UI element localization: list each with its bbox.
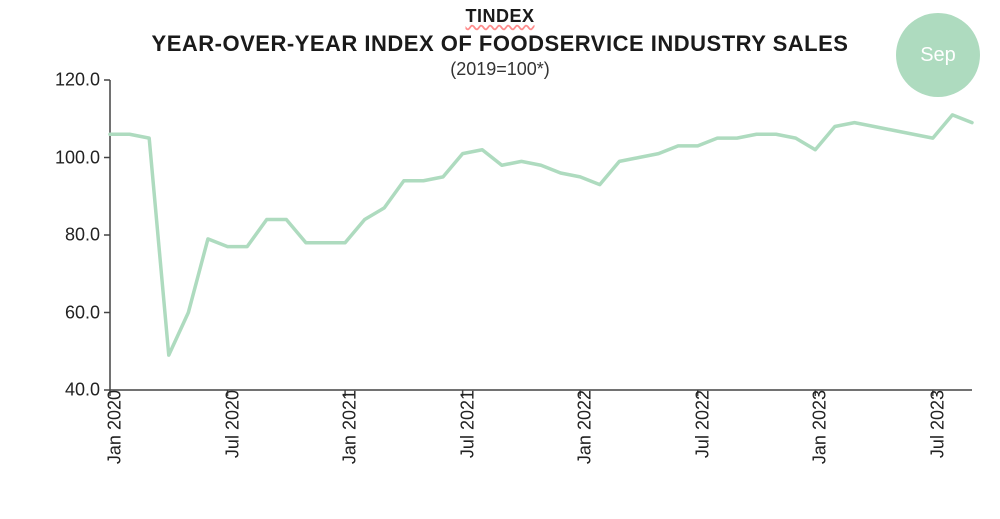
- x-tick-label: Jan 2023: [800, 390, 831, 464]
- x-tick-label: Jul 2022: [682, 390, 713, 458]
- chart-container: TINDEX YEAR-OVER-YEAR INDEX OF FOODSERVI…: [0, 0, 1000, 519]
- brand-label: TINDEX: [0, 6, 1000, 27]
- x-tick-label: Jan 2022: [565, 390, 596, 464]
- chart-subtitle: (2019=100*): [0, 59, 1000, 80]
- y-tick-label: 100.0: [55, 147, 110, 168]
- y-tick-label: 120.0: [55, 70, 110, 91]
- x-tick-label: Jan 2020: [95, 390, 126, 464]
- plot-area: 40.060.080.0100.0120.0Jan 2020Jul 2020Ja…: [110, 80, 972, 390]
- y-tick-label: 80.0: [65, 225, 110, 246]
- series-line-index: [110, 115, 972, 355]
- line-chart-svg: [110, 80, 972, 390]
- month-badge-label: Sep: [920, 44, 956, 67]
- chart-header: TINDEX YEAR-OVER-YEAR INDEX OF FOODSERVI…: [0, 0, 1000, 80]
- chart-title: YEAR-OVER-YEAR INDEX OF FOODSERVICE INDU…: [0, 31, 1000, 57]
- x-tick-label: Jan 2021: [330, 390, 361, 464]
- x-tick-label: Jul 2021: [447, 390, 478, 458]
- x-tick-label: Jul 2023: [917, 390, 948, 458]
- y-tick-label: 60.0: [65, 302, 110, 323]
- x-tick-label: Jul 2020: [212, 390, 243, 458]
